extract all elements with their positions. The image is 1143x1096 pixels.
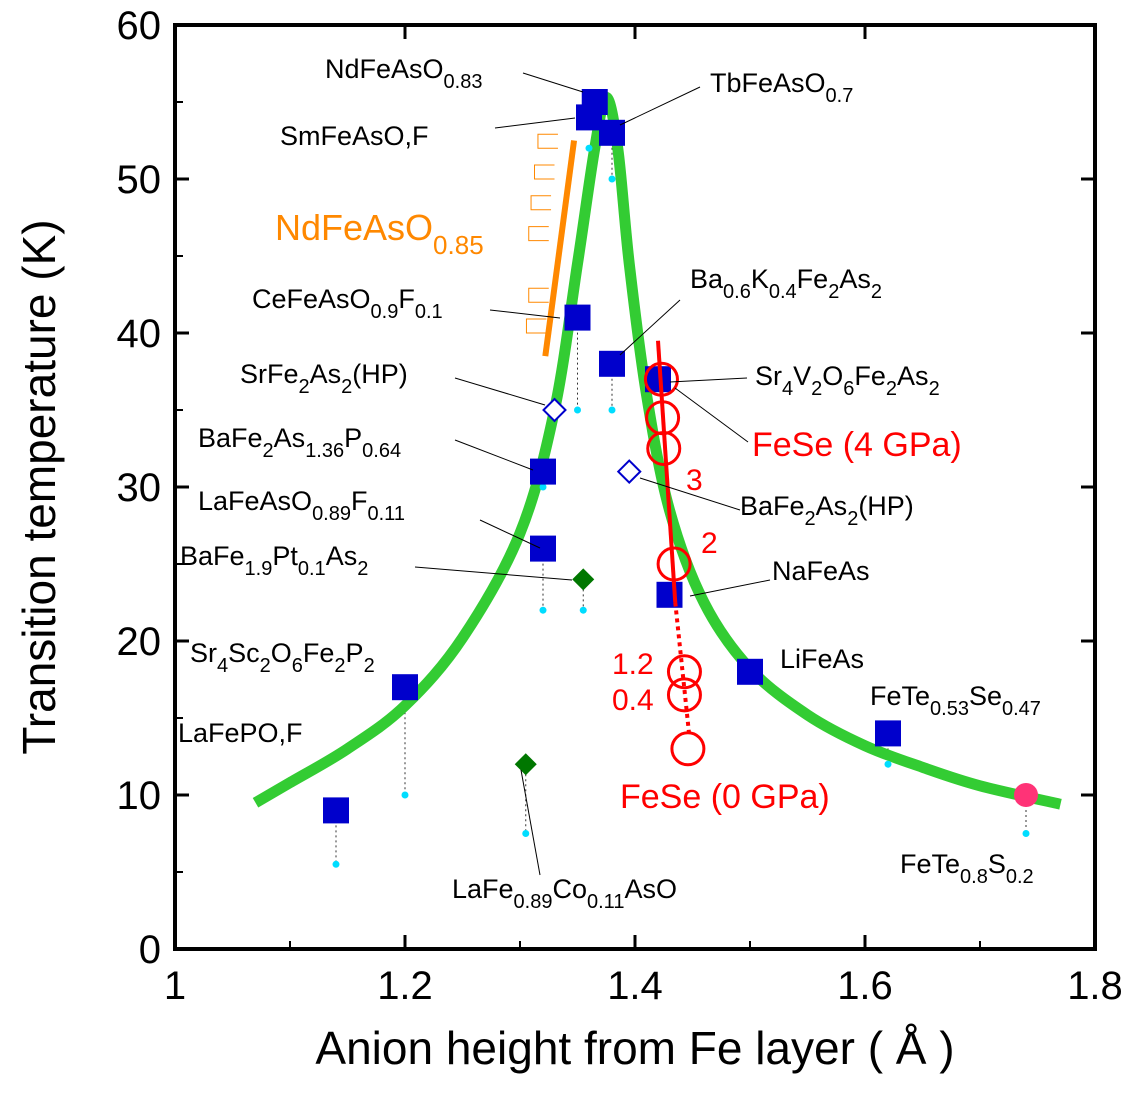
x-tick-label: 1 [164, 964, 186, 1008]
fese-point [643, 361, 679, 397]
x-axis-title: Anion height from Fe layer ( Å ) [315, 1022, 954, 1074]
annotation-leader [454, 439, 534, 471]
cyan-dot [539, 606, 547, 614]
cyan-dot [884, 760, 892, 768]
annotation-leader [689, 579, 771, 597]
annotation-leader [619, 299, 681, 356]
y-tick-label: 10 [117, 774, 162, 818]
x-tick-label: 1.6 [837, 964, 893, 1008]
fese-point [666, 654, 702, 690]
cyan-dot [539, 483, 547, 491]
x-tick-label: 1.8 [1067, 964, 1123, 1008]
data-square [564, 304, 591, 331]
fese-pressure-2: 2 [701, 527, 718, 560]
data-square [656, 581, 683, 608]
data-circle-filled [1014, 783, 1038, 807]
nd085-line [542, 140, 578, 357]
data-square [323, 797, 349, 824]
annotation-leader [479, 519, 541, 549]
trend-curve [252, 91, 1062, 810]
fese-leader [674, 387, 749, 443]
data-square [392, 674, 418, 701]
fese-point [666, 677, 702, 713]
nd085-step [525, 318, 547, 334]
annotation-leader [489, 309, 561, 319]
label-nafeas: NaFeAs [772, 556, 870, 586]
fese-pressure-3: 3 [686, 464, 703, 497]
data-diamond-filled [572, 568, 595, 591]
data-square [530, 458, 556, 485]
nd085-step [530, 195, 552, 211]
data-square [599, 350, 625, 377]
annotation-leader [669, 377, 748, 383]
label-lafepo-f: LaFePO,F [178, 718, 303, 748]
plot-frame [173, 23, 1097, 951]
label-fetese: FeTe0.53Se0.47 [870, 681, 1041, 720]
y-tick-label: 30 [117, 466, 162, 510]
cyan-dot [574, 406, 581, 414]
label-fese-0gpa: FeSe (0 GPa) [620, 778, 830, 816]
cyan-dot [332, 860, 340, 868]
label-lifeas: LiFeAs [780, 644, 864, 674]
annotation-leader [414, 566, 573, 581]
annotation-leader [520, 769, 541, 876]
fese-point [646, 431, 682, 466]
nd085-step [528, 287, 549, 303]
data-diamond-open [616, 459, 642, 485]
data-square [737, 658, 763, 685]
cyan-dot [608, 175, 616, 183]
label-smfeaso-f: SmFeAsO,F [280, 121, 429, 151]
annotation-leader [639, 477, 741, 511]
x-tick-label: 1.2 [377, 964, 433, 1008]
y-axis-title: Transition temperature (K) [13, 219, 65, 754]
fese-line-solid [656, 340, 678, 603]
fese-line-dotted [673, 602, 692, 734]
y-tick-label: 40 [117, 312, 162, 356]
y-tick-label: 60 [117, 4, 162, 48]
fese-pressure-0.4: 0.4 [612, 684, 654, 717]
cyan-dot [579, 606, 587, 614]
fese-point [656, 546, 692, 582]
fese-pressure-1.2: 1.2 [612, 648, 654, 681]
fese-point [670, 731, 706, 767]
cyan-dot [585, 144, 593, 152]
cyan-dot [401, 791, 409, 799]
cyan-dot [1022, 830, 1030, 837]
annotation-leader [454, 377, 546, 406]
cyan-dot [608, 406, 616, 414]
data-diamond-open [542, 397, 567, 423]
data-square [875, 720, 901, 747]
nd085-step [534, 164, 555, 180]
label-sr4v2o6fe2as2: Sr4V2O6Fe2As2 [755, 361, 940, 400]
annotation-leader [522, 72, 584, 93]
y-tick-label: 50 [117, 158, 162, 202]
nd085-step [537, 133, 558, 149]
label-fese-4gpa: FeSe (4 GPa) [752, 426, 962, 464]
y-tick-label: 20 [117, 620, 162, 664]
data-square [576, 104, 602, 131]
data-square [599, 119, 625, 146]
annotation-leader [494, 117, 576, 129]
cyan-dot [522, 830, 530, 837]
annotation-leader [619, 86, 701, 126]
y-tick-label: 0 [139, 928, 161, 972]
data-square [530, 535, 556, 562]
x-tick-label: 1.4 [607, 964, 663, 1008]
nd085-step [528, 226, 549, 242]
data-diamond-filled [514, 753, 537, 776]
